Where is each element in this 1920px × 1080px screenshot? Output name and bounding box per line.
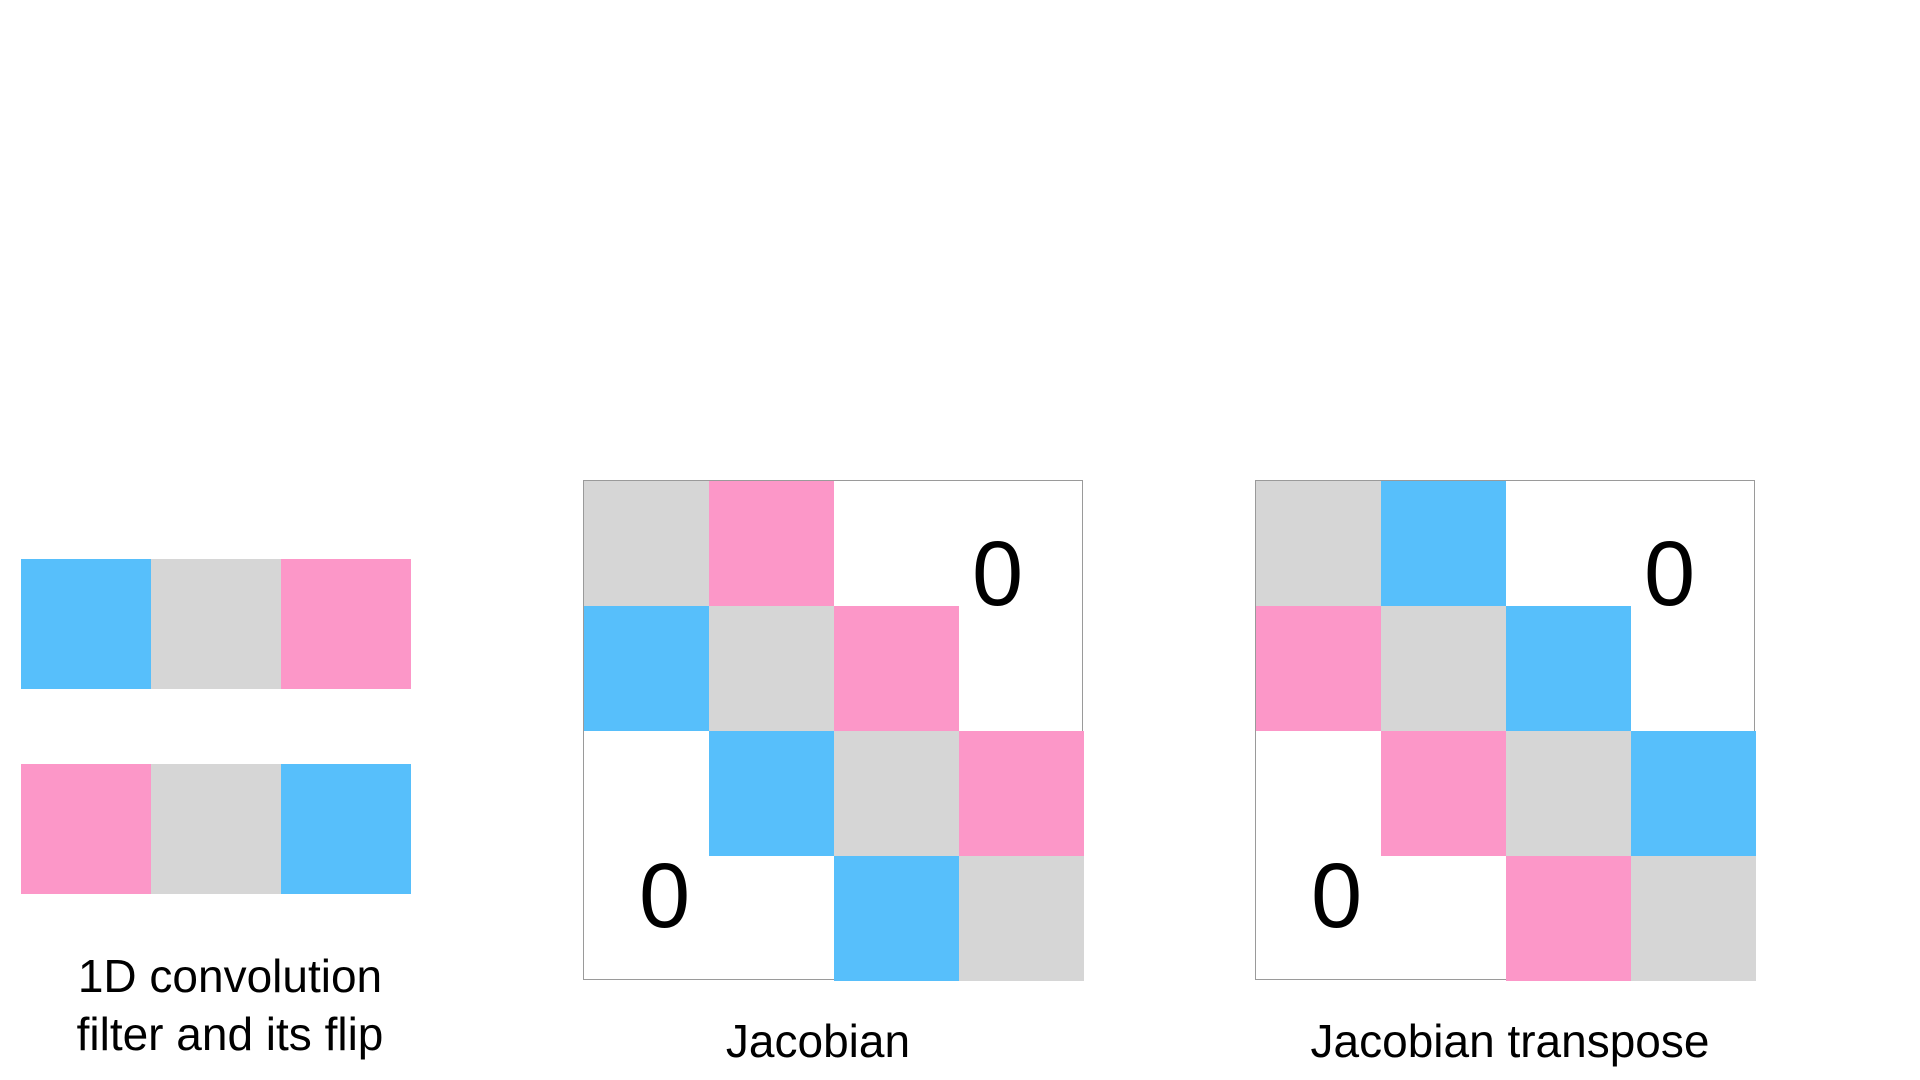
jacobian-transpose-cell-blue bbox=[1506, 606, 1631, 731]
flipped-filter-cell-gray bbox=[151, 764, 281, 894]
jacobian-cell-pink bbox=[834, 606, 959, 731]
filter-cell-blue bbox=[21, 559, 151, 689]
jacobian-cell-gray bbox=[834, 731, 959, 856]
filter-cell-gray bbox=[151, 559, 281, 689]
jacobian-transpose-matrix: 0 0 bbox=[1255, 480, 1756, 981]
jacobian-transpose-cell-blue bbox=[1381, 481, 1506, 606]
flipped-filter-row bbox=[21, 764, 411, 894]
flipped-filter-cell-pink bbox=[21, 764, 151, 894]
jacobian-cell-blue bbox=[584, 606, 709, 731]
filter-caption-line-2: filter and its flip bbox=[76, 1008, 384, 1060]
jacobian-transpose-cell-gray bbox=[1381, 606, 1506, 731]
jacobian-transpose-zero-lower: 0 bbox=[1311, 845, 1363, 947]
jacobian-transpose-cell-blue bbox=[1631, 731, 1756, 856]
filter-caption: 1D convolution filter and its flip bbox=[20, 947, 440, 1063]
jacobian-zero-lower: 0 bbox=[639, 845, 691, 947]
jacobian-caption: Jacobian bbox=[725, 1015, 911, 1067]
filter-caption-line-1: 1D convolution bbox=[77, 950, 383, 1002]
jacobian-transpose-cell-gray bbox=[1631, 856, 1756, 981]
jacobian-transpose-caption: Jacobian transpose bbox=[1310, 1015, 1710, 1067]
jacobian-transpose-cell-gray bbox=[1256, 481, 1381, 606]
flipped-filter-cell-blue bbox=[281, 764, 411, 894]
jacobian-cell-gray bbox=[584, 481, 709, 606]
jacobian-cell-pink bbox=[709, 481, 834, 606]
jacobian-cell-pink bbox=[959, 731, 1084, 856]
jacobian-transpose-cell-pink bbox=[1256, 606, 1381, 731]
filter-row bbox=[21, 559, 411, 689]
jacobian-transpose-cell-gray bbox=[1506, 731, 1631, 856]
jacobian-matrix: 0 0 bbox=[583, 480, 1084, 981]
jacobian-cell-blue bbox=[709, 731, 834, 856]
jacobian-transpose-zero-upper: 0 bbox=[1644, 523, 1696, 625]
jacobian-cell-gray bbox=[709, 606, 834, 731]
jacobian-transpose-cell-pink bbox=[1381, 731, 1506, 856]
jacobian-transpose-cell-pink bbox=[1506, 856, 1631, 981]
filter-cell-pink bbox=[281, 559, 411, 689]
jacobian-zero-upper: 0 bbox=[972, 523, 1024, 625]
jacobian-cell-blue bbox=[834, 856, 959, 981]
jacobian-cell-gray bbox=[959, 856, 1084, 981]
